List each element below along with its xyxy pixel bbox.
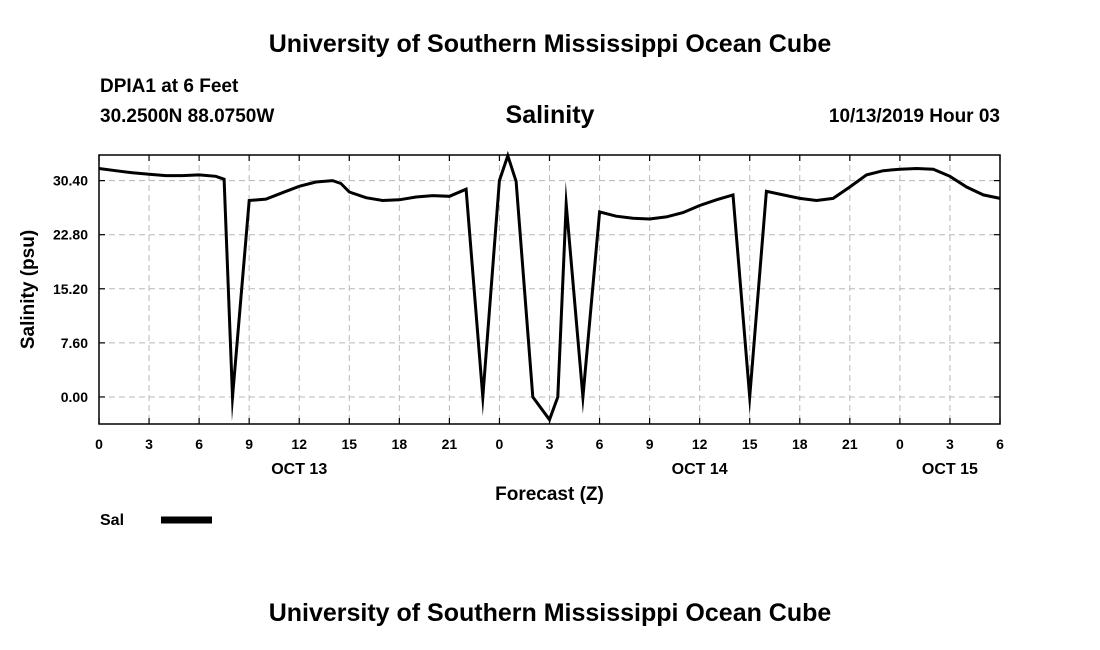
x-tick-label: 12 <box>291 436 307 452</box>
y-tick-label: 0.00 <box>61 389 88 405</box>
x-tick-label: 18 <box>392 436 408 452</box>
x-tick-label: 9 <box>646 436 654 452</box>
x-tick-label: 21 <box>442 436 458 452</box>
x-tick-label: 0 <box>496 436 504 452</box>
x-tick-label: 15 <box>341 436 357 452</box>
x-tick-label: 3 <box>946 436 954 452</box>
x-tick-label: 6 <box>596 436 604 452</box>
x-tick-label: 3 <box>546 436 554 452</box>
x-tick-label: 6 <box>996 436 1004 452</box>
y-tick-label: 7.60 <box>61 335 88 351</box>
footer-title: University of Southern Mississippi Ocean… <box>268 599 832 627</box>
x-tick-label: 12 <box>692 436 708 452</box>
y-tick-label: 30.40 <box>53 173 88 189</box>
coordinates-label: 30.2500N 88.0750W <box>100 106 275 127</box>
day-label: OCT 14 <box>672 461 728 478</box>
x-tick-label: 0 <box>95 436 103 452</box>
datetime-label: 10/13/2019 Hour 03 <box>828 106 1000 127</box>
page-title: University of Southern Mississippi Ocean… <box>268 30 832 58</box>
y-axis-label: Salinity (psu) <box>18 230 39 349</box>
x-tick-label: 0 <box>896 436 904 452</box>
x-tick-label: 9 <box>245 436 253 452</box>
series-line <box>98 150 1001 423</box>
legend-label: Sal <box>100 512 124 529</box>
x-tick-label: 15 <box>742 436 758 452</box>
x-tick-label: 18 <box>792 436 808 452</box>
station-label: DPIA1 at 6 Feet <box>100 76 239 97</box>
x-axis-label: Forecast (Z) <box>495 484 604 505</box>
x-tick-label: 3 <box>145 436 153 452</box>
day-label: OCT 15 <box>922 461 978 478</box>
x-tick-label: 21 <box>842 436 858 452</box>
x-tick-label: 6 <box>195 436 203 452</box>
y-tick-label: 15.20 <box>53 281 88 297</box>
chart-title: Salinity <box>505 101 595 129</box>
y-tick-label: 22.80 <box>53 227 88 243</box>
day-label: OCT 13 <box>271 461 327 478</box>
